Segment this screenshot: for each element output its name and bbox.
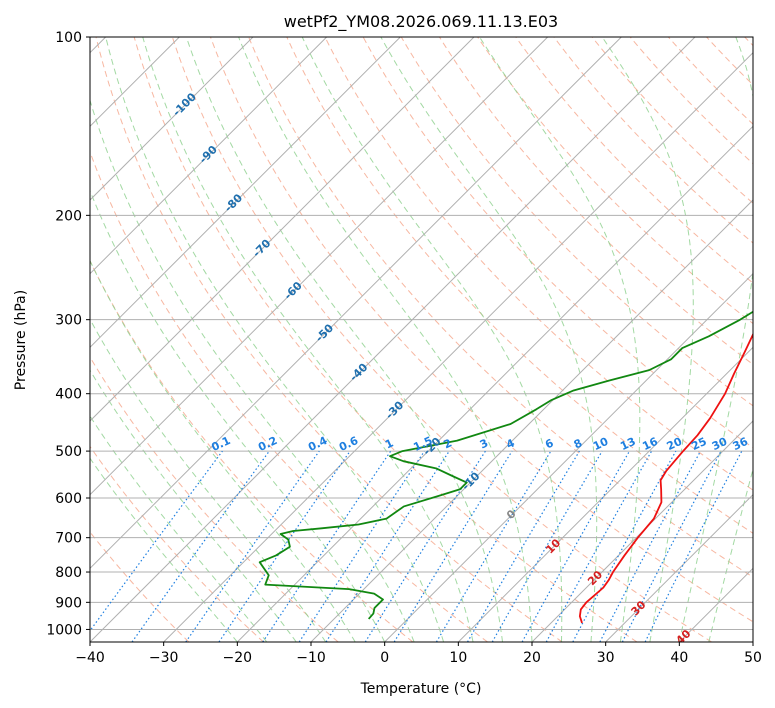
isotherm <box>90 37 549 496</box>
moist-adiabat <box>238 37 533 642</box>
isotherm <box>90 37 475 422</box>
moist-adiabat <box>105 37 445 642</box>
mixing-ratio-label: 16 <box>640 435 660 453</box>
isotherm <box>90 37 696 642</box>
isotherm <box>236 125 753 642</box>
x-tick-label: 10 <box>449 650 467 666</box>
moist-adiabat <box>90 189 386 642</box>
dry-adiabat <box>248 37 753 578</box>
moist-adiabat <box>185 37 504 642</box>
moist-adiabat <box>601 37 694 642</box>
mixing-ratio-label: 20 <box>665 435 685 453</box>
dry-adiabat <box>171 37 712 642</box>
dry-adiabat <box>591 37 753 204</box>
dry-adiabat <box>210 37 753 623</box>
mixing-ratio-line <box>185 450 320 642</box>
isotherm <box>310 199 753 642</box>
grid-layer <box>90 37 753 642</box>
mixing-ratio-line <box>325 450 450 642</box>
moist-adiabat <box>90 457 238 642</box>
mixing-ratio-label: 30 <box>710 435 730 453</box>
dry-adiabat <box>400 37 753 407</box>
mixing-ratio-label: 25 <box>689 435 708 453</box>
isotherm <box>531 420 753 642</box>
mixing-ratio-label: 36 <box>731 435 751 453</box>
dry-adiabat <box>95 37 563 642</box>
x-tick-label: 40 <box>670 650 688 666</box>
y-tick-label: 700 <box>55 531 82 547</box>
isotherm <box>90 37 254 201</box>
mixing-ratio-label: 13 <box>618 435 637 453</box>
isotherm <box>457 346 753 642</box>
dry-adiabat <box>477 37 753 325</box>
mixing-ratio-line <box>131 450 270 642</box>
moist-adiabat <box>678 37 753 642</box>
dry-adiabat <box>515 37 753 284</box>
isotherm <box>90 37 622 570</box>
dewpoint-profile <box>258 310 753 620</box>
moist-adiabat <box>142 37 474 642</box>
x-tick-label: 30 <box>597 650 615 666</box>
y-tick-label: 100 <box>55 30 82 46</box>
y-tick-label: 500 <box>55 444 82 460</box>
mixing-ratio-line <box>218 450 351 642</box>
x-tick-label: −40 <box>75 650 105 666</box>
tick-layer: −40 −30 −20 −10 0 10 20 30 40 50 1000 900 800 700 600 5… <box>46 30 762 666</box>
mixing-ratio-label: 10 <box>591 435 611 453</box>
mixing-ratio-line <box>90 450 223 632</box>
y-tick-label: 900 <box>55 595 82 611</box>
mixing-ratio-line <box>466 450 580 642</box>
moist-adiabat <box>380 37 598 642</box>
x-tick-label: −20 <box>223 650 253 666</box>
x-tick-label: 50 <box>744 650 762 666</box>
mixing-ratio-line <box>521 450 631 642</box>
y-axis-label: Pressure (hPa) <box>13 290 29 390</box>
x-tick-label: −10 <box>296 650 326 666</box>
moist-adiabat <box>90 415 268 642</box>
isotherm <box>163 51 753 642</box>
moist-adiabat <box>90 98 415 642</box>
isotherm <box>90 37 328 275</box>
isotherm <box>384 272 753 642</box>
dry-adiabat <box>324 37 753 491</box>
temperature-profile <box>578 332 753 624</box>
y-tick-label: 600 <box>55 491 82 507</box>
series-layer <box>258 310 753 624</box>
mixing-ratio-line <box>393 450 513 642</box>
dry-adiabat <box>629 37 753 165</box>
plot-frame <box>89 36 754 643</box>
y-tick-label: 300 <box>55 313 82 329</box>
y-tick-label: 200 <box>55 208 82 224</box>
mixing-ratio-line <box>435 450 552 642</box>
moist-adiabat <box>90 259 356 642</box>
y-tick-label: 800 <box>55 565 82 581</box>
dry-adiabat <box>133 37 638 642</box>
isotherm <box>605 493 753 642</box>
mixing-ratio-line <box>545 450 653 642</box>
mixing-ratio-line <box>491 450 603 642</box>
isotherm <box>90 37 401 349</box>
chart-title: wetPf2_YM08.2026.069.11.13.E03 <box>284 12 558 32</box>
moist-adiabat <box>708 467 753 642</box>
x-axis-label: Temperature (°C) <box>360 681 482 697</box>
dry-adiabat <box>90 445 264 642</box>
y-tick-label: 1000 <box>46 622 82 638</box>
x-tick-label: 0 <box>380 650 389 666</box>
x-tick-label: 20 <box>523 650 541 666</box>
dry-adiabat <box>90 259 414 642</box>
mixing-ratio-line <box>364 450 486 642</box>
x-tick-label: −30 <box>149 650 179 666</box>
mixing-ratio-line <box>572 450 677 642</box>
y-tick-label: 400 <box>55 387 82 403</box>
